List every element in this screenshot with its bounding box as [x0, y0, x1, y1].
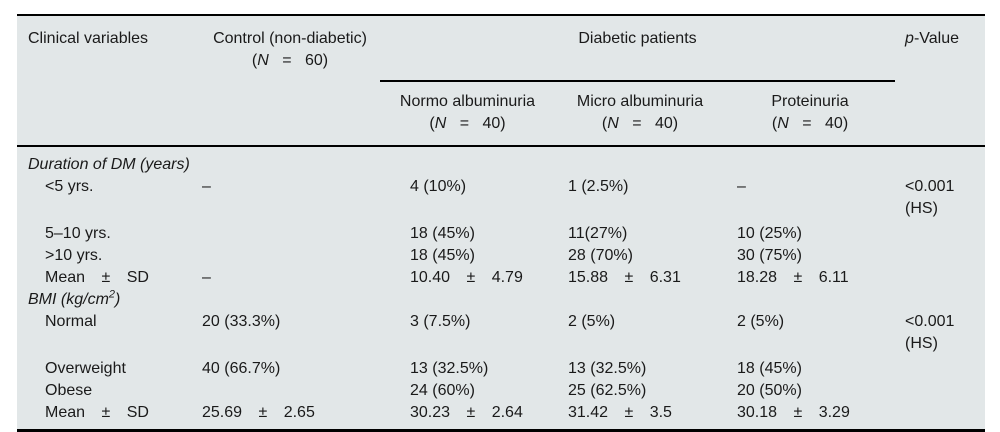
cell-proteinuria: – — [737, 178, 746, 195]
cell-micro: 31.42 ± 3.5 — [568, 404, 672, 421]
cell-p-value: <0.001 (HS) — [895, 311, 985, 358]
row-label: >10 yrs. — [45, 247, 103, 264]
header-normo-n: (N = 40) — [429, 115, 506, 132]
header-proteinuria-label: Proteinuria — [771, 93, 849, 110]
row-label: Obese — [45, 382, 93, 399]
table-row-gt10yrs: >10 yrs. 18 (45%) 28 (70%) 30 (75%) — [17, 245, 985, 267]
section-label-duration: Duration of DM (years) — [28, 156, 190, 173]
cell-micro: 1 (2.5%) — [568, 178, 629, 195]
cell-normo: 10.40 ± 4.79 — [410, 269, 523, 286]
table-row-section-bmi: BMI (kg/cm2) — [17, 289, 985, 311]
header-normo-label: Normo albuminuria — [399, 93, 536, 110]
p-value-line2: (HS) — [905, 200, 938, 217]
cell-micro: 28 (70%) — [568, 247, 633, 264]
cell-normo: 18 (45%) — [410, 247, 475, 264]
page: Clinical variables Control (non-diabetic… — [17, 14, 986, 432]
cell-normo: 3 (7.5%) — [410, 313, 471, 330]
table-row-normal: Normal 20 (33.3%) 3 (7.5%) 2 (5%) 2 (5%)… — [17, 311, 985, 358]
cell-micro: 15.88 ± 6.31 — [568, 269, 681, 286]
cell-normo: 30.23 ± 2.64 — [410, 404, 523, 421]
cell-proteinuria: 2 (5%) — [737, 313, 785, 330]
cell-proteinuria: 10 (25%) — [737, 225, 802, 242]
cell-normo: 24 (60%) — [410, 382, 475, 399]
cell-micro: 11(27%) — [568, 225, 628, 242]
row-label: Normal — [45, 313, 97, 330]
p-value-line1: <0.001 — [905, 313, 955, 330]
header-proteinuria: Proteinuria (N = 40) — [725, 81, 896, 147]
cell-proteinuria: 20 (50%) — [737, 382, 802, 399]
table-row-duration-mean-sd: Mean ± SD – 10.40 ± 4.79 15.88 ± 6.31 18… — [17, 267, 985, 289]
cell-proteinuria: 30 (75%) — [737, 247, 802, 264]
cell-micro: 13 (32.5%) — [568, 360, 647, 377]
cell-control — [200, 245, 380, 267]
cell-control — [200, 380, 380, 402]
header-control-n: (N = 60) — [251, 52, 329, 69]
header-control: Control (non-diabetic) (N = 60) — [200, 15, 380, 147]
cell-control: 25.69 ± 2.65 — [202, 404, 315, 421]
clinical-variables-table: Clinical variables Control (non-diabetic… — [17, 14, 986, 432]
cell-proteinuria: 18 (45%) — [737, 360, 802, 377]
p-value-line1: <0.001 — [905, 178, 955, 195]
header-micro-albuminuria: Micro albuminuria (N = 40) — [555, 81, 725, 147]
table-row-obese: Obese 24 (60%) 25 (62.5%) 20 (50%) — [17, 380, 985, 402]
cell-control: – — [202, 269, 211, 286]
table-row-bmi-mean-sd: Mean ± SD 25.69 ± 2.65 30.23 ± 2.64 31.4… — [17, 402, 985, 431]
p-value-line2: (HS) — [905, 335, 938, 352]
table-row-5to10yrs: 5–10 yrs. 18 (45%) 11(27%) 10 (25%) — [17, 223, 985, 245]
cell-micro: 2 (5%) — [568, 313, 616, 330]
header-proteinuria-n: (N = 40) — [771, 115, 849, 132]
header-normo-albuminuria: Normo albuminuria (N = 40) — [380, 81, 555, 147]
header-control-label: Control (non-diabetic) — [213, 30, 367, 47]
row-label: <5 yrs. — [45, 178, 94, 195]
table-row-lt5yrs: <5 yrs. – 4 (10%) 1 (2.5%) – <0.001 (HS) — [17, 176, 985, 223]
p-value-rest: -Value — [913, 30, 959, 47]
section-label-bmi: BMI (kg/cm2) — [28, 289, 121, 308]
header-diabetic-patients: Diabetic patients — [380, 15, 896, 82]
header-micro-n: (N = 40) — [601, 115, 679, 132]
cell-proteinuria: 18.28 ± 6.11 — [737, 269, 849, 286]
table-row-section-duration: Duration of DM (years) — [17, 146, 985, 176]
bmi-superscript: 2 — [108, 289, 116, 301]
cell-p-value: <0.001 (HS) — [895, 176, 985, 223]
cell-control — [200, 223, 380, 245]
row-label: Overweight — [45, 360, 126, 377]
row-label: 5–10 yrs. — [45, 225, 111, 242]
row-label: Mean ± SD — [45, 404, 149, 421]
cell-control: 20 (33.3%) — [202, 313, 281, 330]
header-p-value: p-Value — [895, 15, 986, 147]
cell-normo: 13 (32.5%) — [410, 360, 489, 377]
cell-normo: 4 (10%) — [410, 178, 467, 195]
cell-proteinuria: 30.18 ± 3.29 — [737, 404, 850, 421]
p-value-italic: p — [905, 30, 914, 47]
header-micro-label: Micro albuminuria — [576, 93, 704, 110]
row-label: Mean ± SD — [45, 269, 149, 286]
cell-micro: 25 (62.5%) — [568, 382, 647, 399]
cell-normo: 18 (45%) — [410, 225, 475, 242]
table-row-overweight: Overweight 40 (66.7%) 13 (32.5%) 13 (32.… — [17, 358, 985, 380]
cell-control: – — [202, 178, 211, 195]
cell-control: 40 (66.7%) — [202, 360, 281, 377]
header-clinical-variables: Clinical variables — [17, 15, 200, 147]
